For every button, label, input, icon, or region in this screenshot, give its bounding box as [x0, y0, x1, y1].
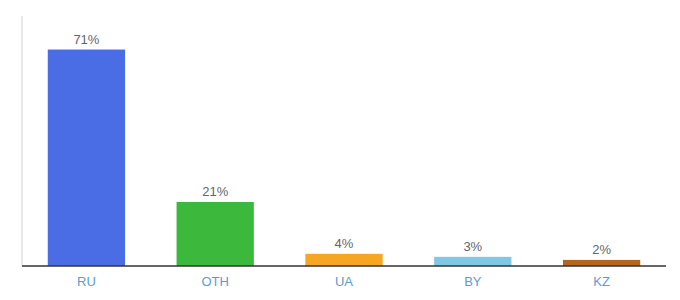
data-label: 21%: [202, 184, 228, 199]
y-axis-line: [22, 16, 23, 266]
chart-svg: 71% 21% 4% 3% 2% RU OTH UA BY KZ: [0, 0, 680, 300]
x-tick-label: UA: [335, 274, 353, 289]
data-label: 3%: [463, 239, 482, 254]
x-tick-label: BY: [464, 274, 482, 289]
bar: [177, 202, 254, 266]
x-tick-label: OTH: [201, 274, 228, 289]
data-label: 4%: [335, 236, 354, 251]
x-tick-label: RU: [77, 274, 96, 289]
bars: [48, 50, 640, 266]
bar: [305, 254, 382, 266]
chart-container: 71% 21% 4% 3% 2% RU OTH UA BY KZ: [0, 0, 680, 300]
bar: [48, 50, 125, 266]
axes: RU OTH UA BY KZ: [22, 16, 666, 289]
data-label: 71%: [73, 32, 99, 47]
x-axis-line: [22, 265, 666, 267]
bar: [434, 257, 511, 266]
x-tick-label: KZ: [593, 274, 610, 289]
data-labels: 71% 21% 4% 3% 2%: [73, 32, 611, 257]
data-label: 2%: [592, 242, 611, 257]
bar: [563, 260, 640, 266]
